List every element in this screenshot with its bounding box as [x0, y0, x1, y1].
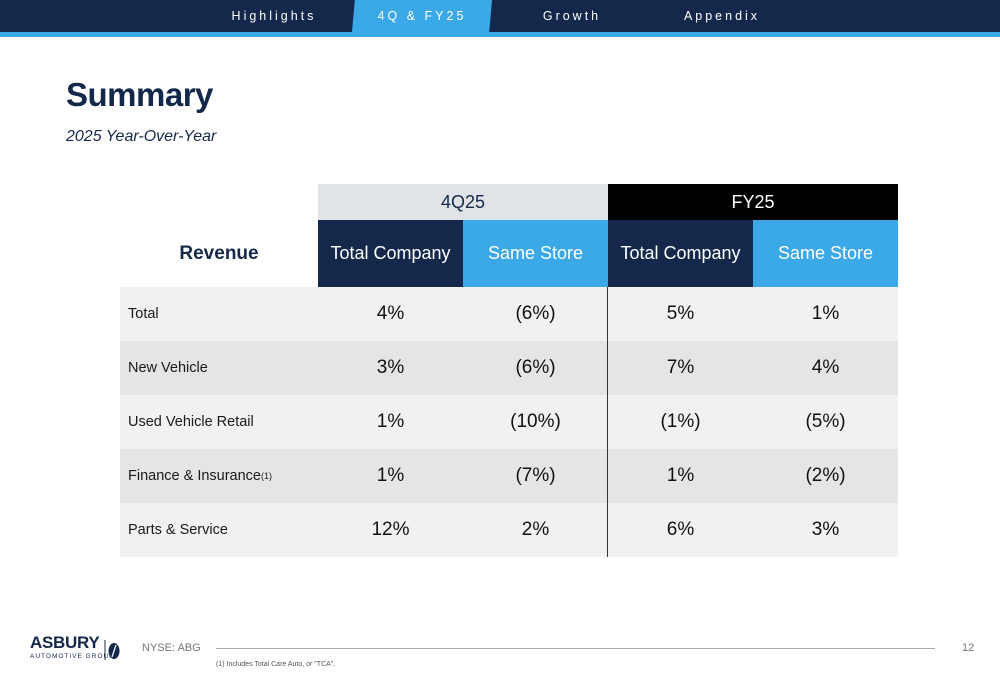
- period-divider: [607, 287, 608, 557]
- col-header-4q-total-company: Total Company: [318, 220, 463, 287]
- page-subtitle: 2025 Year-Over-Year: [66, 128, 217, 145]
- group-header-fy25: FY25: [608, 184, 898, 220]
- footnote: (1) Includes Total Care Auto, or "TCA".: [216, 661, 336, 668]
- table-row: Finance & Insurance (1) 1% (7%) 1% (2%): [120, 449, 898, 503]
- row-label: Used Vehicle Retail: [128, 414, 254, 430]
- cell-value: 4%: [811, 357, 840, 378]
- row-header-revenue: Revenue: [179, 242, 259, 264]
- tab-highlights[interactable]: Highlights: [231, 9, 317, 23]
- col-header-fy-total-company: Total Company: [608, 220, 753, 287]
- page-title: Summary: [66, 76, 213, 113]
- cell-value: 1%: [666, 465, 695, 486]
- footer-divider: [216, 648, 935, 649]
- table-row: Used Vehicle Retail 1% (10%) (1%) (5%): [120, 395, 898, 449]
- row-label: Total: [128, 306, 159, 322]
- table-row: Parts & Service 12% 2% 6% 3%: [120, 503, 898, 557]
- cell-value: 5%: [666, 303, 695, 324]
- cell-value: 1%: [811, 303, 840, 324]
- page-number: 12: [962, 642, 975, 654]
- table-row: Total 4% (6%) 5% 1%: [120, 287, 898, 341]
- tab-4q-fy25[interactable]: 4Q & FY25: [377, 9, 467, 23]
- tab-growth[interactable]: Growth: [542, 9, 602, 23]
- active-tab-highlight: [352, 0, 492, 32]
- cell-value: (7%): [515, 465, 556, 486]
- cell-value: (2%): [805, 465, 846, 486]
- stock-ticker: NYSE: ABG: [142, 642, 201, 654]
- cell-value: 2%: [521, 519, 550, 540]
- cell-value: 3%: [376, 357, 405, 378]
- cell-value: (6%): [515, 303, 556, 324]
- company-logo: ASBURY AUTOMOTIVE GROUP: [30, 634, 122, 666]
- logo-subtitle: AUTOMOTIVE GROUP: [30, 653, 115, 660]
- col-header-fy-same-store: Same Store: [753, 220, 898, 287]
- group-header-4q25: 4Q25: [318, 184, 608, 220]
- cell-value: 4%: [376, 303, 405, 324]
- col-header-4q-same-store: Same Store: [463, 220, 608, 287]
- cell-value: 1%: [376, 465, 405, 486]
- top-nav-underline: [0, 32, 1000, 37]
- logo-emblem-icon: [104, 640, 120, 660]
- tab-appendix[interactable]: Appendix: [683, 9, 761, 23]
- cell-value: (5%): [805, 411, 846, 432]
- cell-value: 1%: [376, 411, 405, 432]
- cell-value: 7%: [666, 357, 695, 378]
- row-label: New Vehicle: [128, 360, 208, 376]
- cell-value: (6%): [515, 357, 556, 378]
- row-label: Parts & Service: [128, 522, 228, 538]
- logo-wordmark: ASBURY: [30, 633, 100, 652]
- cell-value: 3%: [811, 519, 840, 540]
- cell-value: 12%: [371, 519, 410, 540]
- cell-value: (10%): [510, 411, 561, 432]
- top-nav-bar: [0, 0, 1000, 32]
- cell-value: 6%: [666, 519, 695, 540]
- table-row: New Vehicle 3% (6%) 7% 4%: [120, 341, 898, 395]
- row-label: Finance & Insurance (1): [128, 468, 272, 484]
- cell-value: (1%): [660, 411, 701, 432]
- footnote-marker: (1): [261, 471, 272, 481]
